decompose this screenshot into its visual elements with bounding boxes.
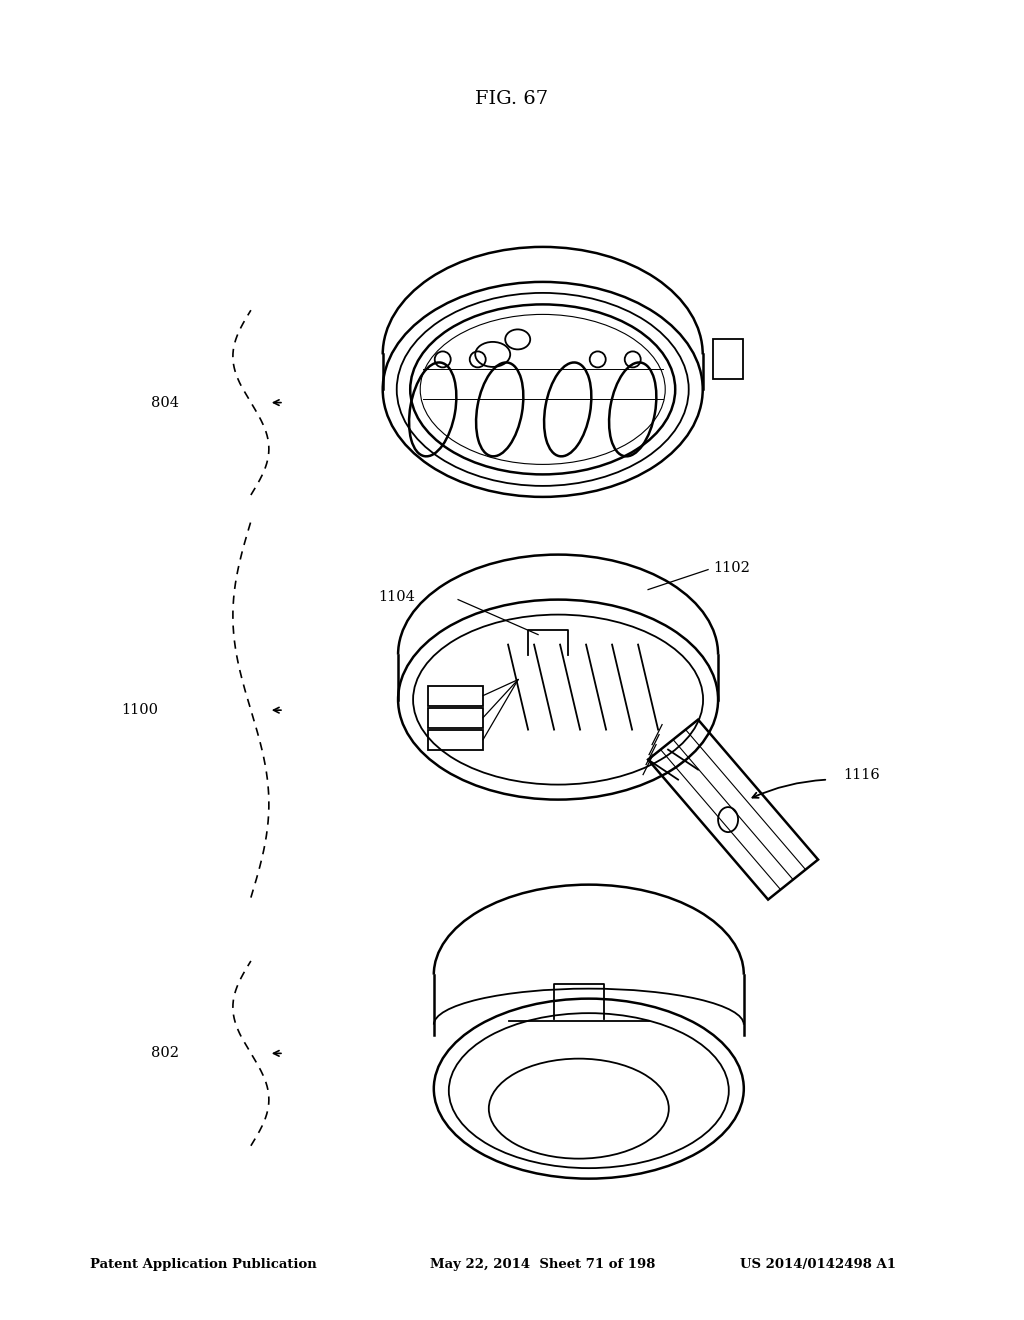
Bar: [428, 730, 483, 750]
Text: US 2014/0142498 A1: US 2014/0142498 A1: [740, 1258, 896, 1271]
Text: 1116: 1116: [843, 768, 880, 781]
Text: FIG. 67: FIG. 67: [475, 90, 549, 108]
Text: 1104: 1104: [378, 590, 415, 603]
Text: May 22, 2014  Sheet 71 of 198: May 22, 2014 Sheet 71 of 198: [430, 1258, 655, 1271]
Text: Patent Application Publication: Patent Application Publication: [90, 1258, 316, 1271]
Bar: [428, 685, 483, 706]
Text: 1100: 1100: [122, 704, 159, 717]
Text: 802: 802: [152, 1047, 179, 1060]
Bar: [428, 708, 483, 727]
Text: 1102: 1102: [713, 561, 750, 574]
Text: 804: 804: [152, 396, 179, 409]
